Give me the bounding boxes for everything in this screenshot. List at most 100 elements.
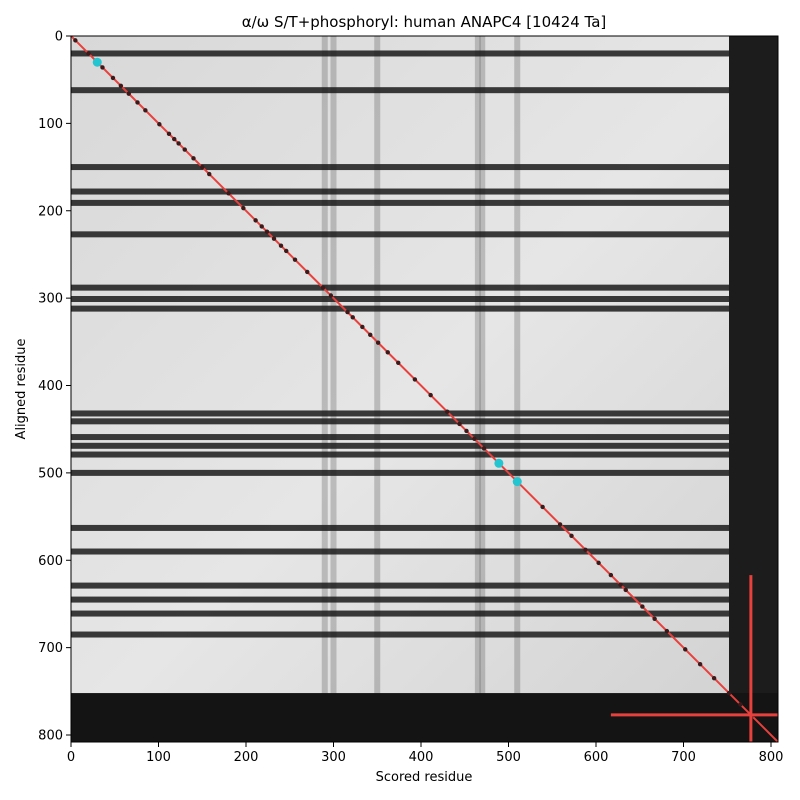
y-tick-label: 500 (38, 466, 63, 481)
diagonal-dot (683, 647, 688, 652)
x-tick-label: 800 (759, 750, 784, 765)
dark-region-bottom (71, 693, 778, 742)
diagonal-dot (640, 604, 645, 609)
diagonal-dot (253, 218, 258, 223)
diagonal-dot (472, 436, 477, 442)
highlight-point (494, 458, 504, 468)
dark-column-band (330, 36, 337, 742)
diagonal-dot (226, 191, 231, 196)
diagonal-dot (664, 628, 670, 634)
diagonal-dot (711, 676, 717, 681)
x-tick-label: 0 (67, 750, 75, 765)
diagonal-dot (135, 100, 140, 105)
diagonal-dot (200, 164, 205, 170)
y-tick-label: 300 (38, 292, 63, 307)
highlight-point (512, 477, 522, 487)
dark-row-band (71, 610, 729, 617)
x-tick-label: 600 (584, 750, 609, 765)
diagonal-dot (118, 83, 124, 89)
diagonal-dot (385, 350, 390, 355)
dark-row-band (71, 305, 729, 312)
x-axis-label: Scored residue (376, 770, 473, 785)
dark-region-right (729, 36, 778, 742)
diagonal-dot (623, 587, 628, 593)
y-tick-label: 700 (38, 641, 63, 656)
dark-row-band (71, 418, 729, 425)
y-tick-label: 400 (38, 379, 63, 394)
diagonal-dot (191, 156, 196, 161)
diagonal-dot (697, 662, 703, 667)
diagonal-dot (345, 309, 350, 315)
diagonal-dot (481, 446, 487, 451)
diagonal-dot (207, 171, 212, 177)
chart-title: α/ω S/T+phosphoryl: human ANAPC4 [10424 … (242, 13, 607, 31)
diagonal-dot (396, 360, 401, 365)
dark-column-band (514, 36, 521, 742)
diagonal-dot (652, 616, 657, 621)
diagonal-dot (305, 269, 310, 275)
diagonal-dot (428, 392, 433, 398)
dark-column-band (474, 36, 481, 742)
y-axis-ticks: 0 100 200 300 400 500 600 700 800 (38, 30, 71, 744)
diagonal-dot (540, 504, 545, 510)
diagonal-dot (176, 141, 181, 146)
plot-area (71, 36, 778, 742)
x-tick-label: 700 (671, 750, 696, 765)
dark-row-band (71, 87, 729, 94)
dark-row-band (71, 596, 729, 603)
diagonal-line (71, 36, 778, 742)
diagonal-dot (618, 582, 623, 587)
diagonal-dot (350, 315, 355, 320)
dark-row-band (71, 231, 729, 238)
diagonal-dot (738, 702, 743, 707)
x-tick-label: 400 (409, 750, 434, 765)
dark-column-band (374, 36, 381, 742)
diagonal-dot (583, 547, 588, 552)
dark-row-band (71, 582, 729, 589)
dark-row-band (71, 296, 729, 303)
diagonal-dot (457, 421, 462, 427)
plot-frame (70, 35, 779, 743)
dark-column-band (479, 36, 486, 742)
diagonal-dot (464, 428, 469, 434)
diagonal-dot (292, 257, 298, 262)
dark-row-band (71, 188, 729, 195)
y-tick-label: 200 (38, 204, 63, 219)
diagonal-dot (596, 560, 601, 566)
diagonal-dot (182, 147, 187, 152)
dark-row-band (71, 434, 729, 441)
heatmap-bands (71, 36, 778, 742)
diagonal-dot (375, 340, 381, 345)
dark-row-band (71, 50, 729, 57)
dark-row-band (71, 442, 729, 449)
diagonal-dot (608, 572, 614, 578)
diagonal-dot (368, 332, 373, 338)
dark-row-band (71, 524, 729, 531)
diagonal-dot (320, 285, 326, 290)
dark-column-band (321, 36, 328, 742)
diagonal-dot (259, 224, 264, 229)
diagonal-dot (172, 136, 177, 142)
diagonal-dot (157, 122, 162, 127)
y-tick-label: 600 (38, 554, 63, 569)
diagonal-dot (328, 293, 334, 298)
y-tick-label: 0 (55, 30, 63, 45)
dark-row-band (71, 631, 729, 638)
dark-row-band (71, 164, 729, 171)
x-tick-label: 500 (496, 750, 521, 765)
diagonal-dot (110, 75, 116, 81)
y-tick-label: 800 (38, 729, 63, 744)
diagonal-dot (284, 248, 289, 254)
diagonal-dot (360, 324, 365, 330)
diagonal-dot (126, 91, 131, 96)
x-tick-label: 200 (234, 750, 259, 765)
diagonal-dot (726, 690, 732, 696)
diagonal-dot (557, 522, 563, 527)
diagonal-dot (445, 409, 450, 414)
x-tick-label: 300 (321, 750, 346, 765)
diagonal-dot (73, 38, 78, 43)
highlight-point (92, 57, 102, 67)
diagonal-layer (71, 36, 778, 742)
x-tick-label: 100 (146, 750, 171, 765)
